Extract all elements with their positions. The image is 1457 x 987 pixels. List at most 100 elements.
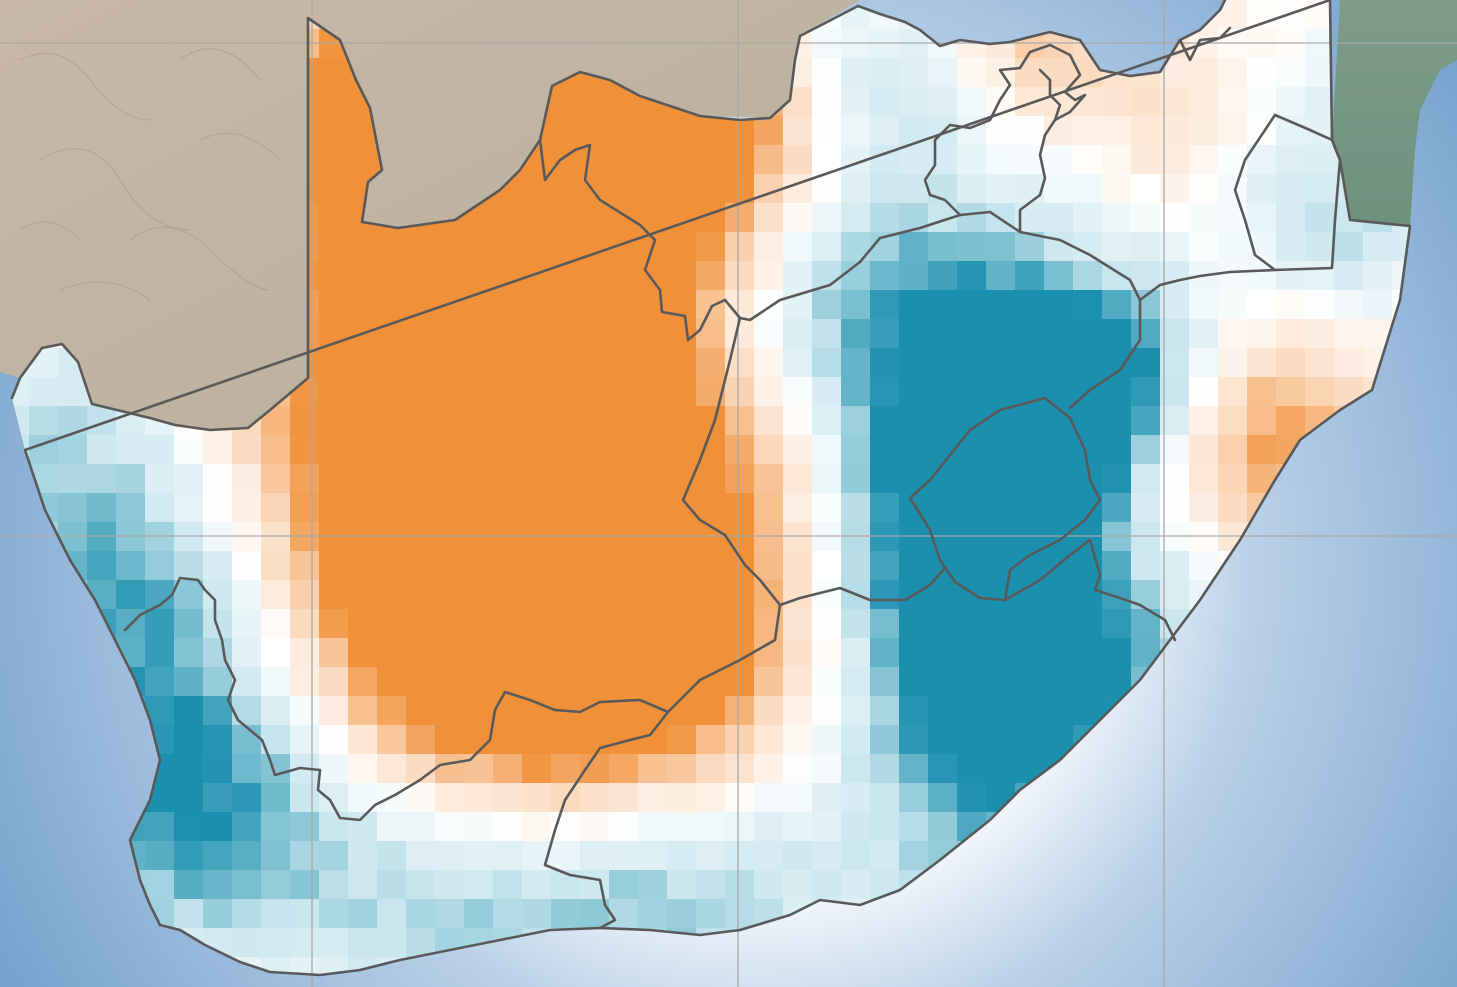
anomaly-cell xyxy=(406,319,436,349)
anomaly-cell xyxy=(609,870,639,900)
anomaly-cell xyxy=(841,609,871,639)
anomaly-cell xyxy=(638,667,668,697)
anomaly-cell xyxy=(1102,522,1132,552)
anomaly-cell xyxy=(493,870,523,900)
anomaly-cell xyxy=(783,870,813,900)
anomaly-cell xyxy=(435,725,465,755)
anomaly-cell xyxy=(29,406,59,436)
anomaly-cell xyxy=(406,464,436,494)
anomaly-cell xyxy=(580,435,610,465)
anomaly-cell xyxy=(928,406,958,436)
anomaly-cell xyxy=(174,464,204,494)
anomaly-cell xyxy=(319,232,349,262)
anomaly-cell xyxy=(1247,435,1277,465)
anomaly-cell xyxy=(174,551,204,581)
anomaly-cell xyxy=(377,841,407,871)
anomaly-cell xyxy=(522,667,552,697)
anomaly-cell xyxy=(1015,87,1045,117)
anomaly-cell xyxy=(522,406,552,436)
anomaly-cell xyxy=(1334,290,1364,320)
anomaly-cell xyxy=(580,580,610,610)
anomaly-cell xyxy=(203,580,233,610)
anomaly-cell xyxy=(928,725,958,755)
anomaly-cell xyxy=(1131,261,1161,291)
anomaly-cell xyxy=(87,493,117,523)
anomaly-cell xyxy=(696,290,726,320)
anomaly-cell xyxy=(580,116,610,146)
anomaly-cell xyxy=(1276,145,1306,175)
anomaly-cell xyxy=(348,406,378,436)
anomaly-cell xyxy=(319,406,349,436)
anomaly-cell xyxy=(493,754,523,784)
provincial-boundary xyxy=(543,710,670,930)
anomaly-cell xyxy=(493,377,523,407)
anomaly-cell xyxy=(870,696,900,726)
anomaly-cell xyxy=(580,319,610,349)
anomaly-cell xyxy=(1247,319,1277,349)
anomaly-cell xyxy=(406,406,436,436)
anomaly-cell xyxy=(203,638,233,668)
anomaly-cell xyxy=(1218,87,1248,117)
anomaly-cell xyxy=(290,435,320,465)
anomaly-cell xyxy=(957,551,987,581)
anomaly-cell xyxy=(319,928,349,958)
anomaly-cell xyxy=(116,435,146,465)
eswatini-border xyxy=(1233,113,1342,272)
anomaly-cell xyxy=(986,725,1016,755)
anomaly-cell xyxy=(841,377,871,407)
anomaly-cell xyxy=(812,203,842,233)
anomaly-cell xyxy=(667,145,697,175)
anomaly-cell xyxy=(667,348,697,378)
anomaly-cell xyxy=(928,290,958,320)
anomaly-cell xyxy=(290,464,320,494)
anomaly-cell xyxy=(319,841,349,871)
anomaly-cell xyxy=(812,551,842,581)
anomaly-cell xyxy=(1305,203,1335,233)
anomaly-cell xyxy=(435,667,465,697)
anomaly-cell xyxy=(986,290,1016,320)
anomaly-cell xyxy=(1044,58,1074,88)
anomaly-cell xyxy=(1189,406,1219,436)
anomaly-cell xyxy=(1305,261,1335,291)
anomaly-cell xyxy=(638,783,668,813)
anomaly-cell xyxy=(551,638,581,668)
anomaly-cell xyxy=(377,580,407,610)
anomaly-cell xyxy=(1131,145,1161,175)
anomaly-cell xyxy=(841,493,871,523)
anomaly-cell xyxy=(609,783,639,813)
anomaly-cell xyxy=(580,551,610,581)
anomaly-cell xyxy=(899,783,929,813)
anomaly-cell xyxy=(928,493,958,523)
anomaly-cell xyxy=(899,696,929,726)
anomaly-cell xyxy=(986,493,1016,523)
anomaly-cell xyxy=(406,232,436,262)
anomaly-cell xyxy=(1160,377,1190,407)
anomaly-cell xyxy=(841,174,871,204)
anomaly-cell xyxy=(377,464,407,494)
anomaly-cell xyxy=(899,145,929,175)
anomaly-cell xyxy=(232,928,262,958)
anomaly-cell xyxy=(899,406,929,436)
anomaly-cell xyxy=(667,638,697,668)
anomaly-cell xyxy=(1305,348,1335,378)
anomaly-cell xyxy=(928,464,958,494)
anomaly-cell xyxy=(609,174,639,204)
anomaly-cell xyxy=(551,609,581,639)
anomaly-cell xyxy=(1015,261,1045,291)
anomaly-cell xyxy=(841,551,871,581)
anomaly-cell xyxy=(319,812,349,842)
anomaly-cell xyxy=(725,464,755,494)
anomaly-cell xyxy=(464,319,494,349)
anomaly-cell xyxy=(522,493,552,523)
anomaly-cell xyxy=(696,841,726,871)
anomaly-cell xyxy=(725,841,755,871)
anomaly-cell xyxy=(406,290,436,320)
boundaries xyxy=(10,0,1412,977)
anomaly-cell xyxy=(1189,551,1219,581)
anomaly-cell xyxy=(638,522,668,552)
anomaly-cell xyxy=(232,667,262,697)
anomaly-cell xyxy=(319,290,349,320)
anomaly-cell xyxy=(232,551,262,581)
anomaly-cell xyxy=(406,667,436,697)
